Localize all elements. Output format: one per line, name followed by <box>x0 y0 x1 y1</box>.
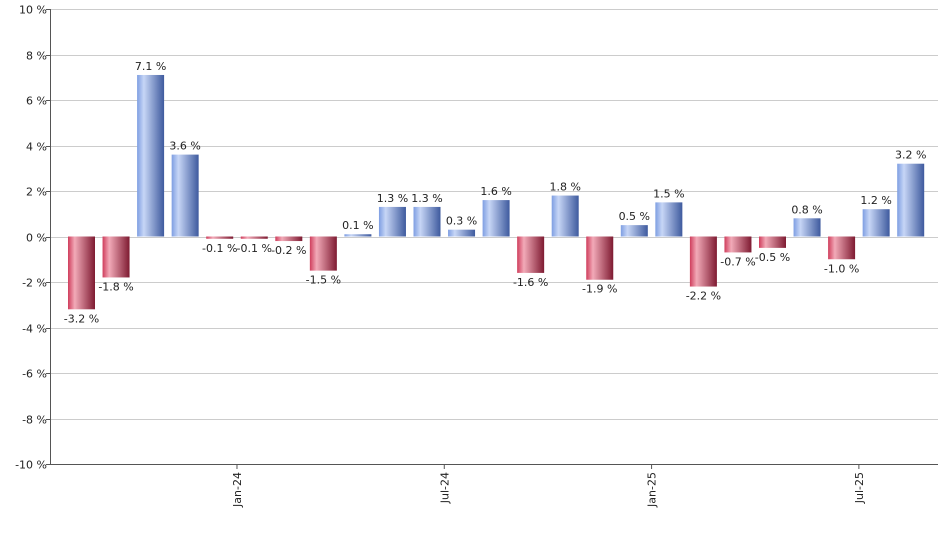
bar <box>759 236 786 248</box>
data-label: -1.6 % <box>513 276 548 289</box>
x-tick-label: Jul-25 <box>853 472 866 504</box>
data-label: -1.9 % <box>582 283 617 296</box>
data-label: 1.6 % <box>480 185 511 198</box>
data-label: -0.5 % <box>755 251 790 264</box>
y-tick-label: 4 % <box>26 141 47 154</box>
bar <box>344 234 372 237</box>
data-label: 1.2 % <box>860 194 891 207</box>
data-label: 3.6 % <box>169 140 200 153</box>
bar <box>102 236 130 278</box>
bar <box>275 236 303 242</box>
bar <box>620 225 648 237</box>
data-label: 1.5 % <box>653 187 684 200</box>
bar <box>206 236 234 239</box>
bar <box>586 236 614 280</box>
bar <box>897 163 925 237</box>
bar <box>171 154 199 237</box>
bar <box>689 236 717 287</box>
x-tick-label: Jan-25 <box>646 472 659 508</box>
data-label: -2.2 % <box>686 290 721 303</box>
bar <box>724 236 752 253</box>
y-tick-label: -8 % <box>22 414 47 427</box>
data-label: -3.2 % <box>64 312 99 325</box>
x-tick-label: Jan-24 <box>231 472 244 508</box>
y-tick-label: 0 % <box>26 232 47 245</box>
data-label: 3.2 % <box>895 149 926 162</box>
data-label: 1.3 % <box>377 192 408 205</box>
x-tick-label: Jul-24 <box>438 472 451 504</box>
y-tick-label: 6 % <box>26 95 47 108</box>
data-label: 0.1 % <box>342 219 373 232</box>
y-tick-label: -6 % <box>22 368 47 381</box>
bar <box>137 74 165 237</box>
y-tick-label: 10 % <box>19 4 47 17</box>
y-tick-label: 8 % <box>26 50 47 63</box>
data-label: 1.8 % <box>549 181 580 194</box>
bar <box>655 202 683 237</box>
y-tick-label: -10 % <box>15 459 47 472</box>
bars <box>68 74 925 310</box>
data-labels: -3.2 %-1.8 %7.1 %3.6 %-0.1 % -0.1 % -0.2 %… <box>64 60 927 325</box>
data-label: 0.5 % <box>619 210 650 223</box>
bar <box>551 195 579 237</box>
data-label: 1.3 % <box>411 192 442 205</box>
bar <box>309 236 337 271</box>
y-tick-label: 2 % <box>26 186 47 199</box>
data-label: -1.0 % <box>824 262 859 275</box>
bar <box>448 229 476 237</box>
y-tick-label: -2 % <box>22 277 47 290</box>
bar <box>793 218 821 237</box>
bar <box>413 206 441 237</box>
y-tick-label: -4 % <box>22 323 47 336</box>
data-label: -0.1 % <box>237 242 272 255</box>
data-label: -0.2 % <box>271 244 306 257</box>
bar <box>517 236 545 273</box>
bar <box>378 206 406 237</box>
data-label: 0.8 % <box>791 203 822 216</box>
bar <box>482 200 510 237</box>
bar <box>68 236 95 310</box>
data-label: -1.5 % <box>306 274 341 287</box>
axes: 10 % 8 % 6 % 4 % 2 % 0 % -2 % -4 % -6 % -8 % -10 %… <box>15 4 938 508</box>
data-label: -0.1 % <box>202 242 237 255</box>
data-label: 7.1 % <box>135 60 166 73</box>
data-label: -0.7 % <box>720 255 755 268</box>
bar <box>862 209 890 237</box>
bar <box>828 236 856 260</box>
data-label: -1.8 % <box>98 280 133 293</box>
data-label: 0.3 % <box>446 215 477 228</box>
grid-lines <box>50 9 938 465</box>
bar <box>240 236 268 239</box>
